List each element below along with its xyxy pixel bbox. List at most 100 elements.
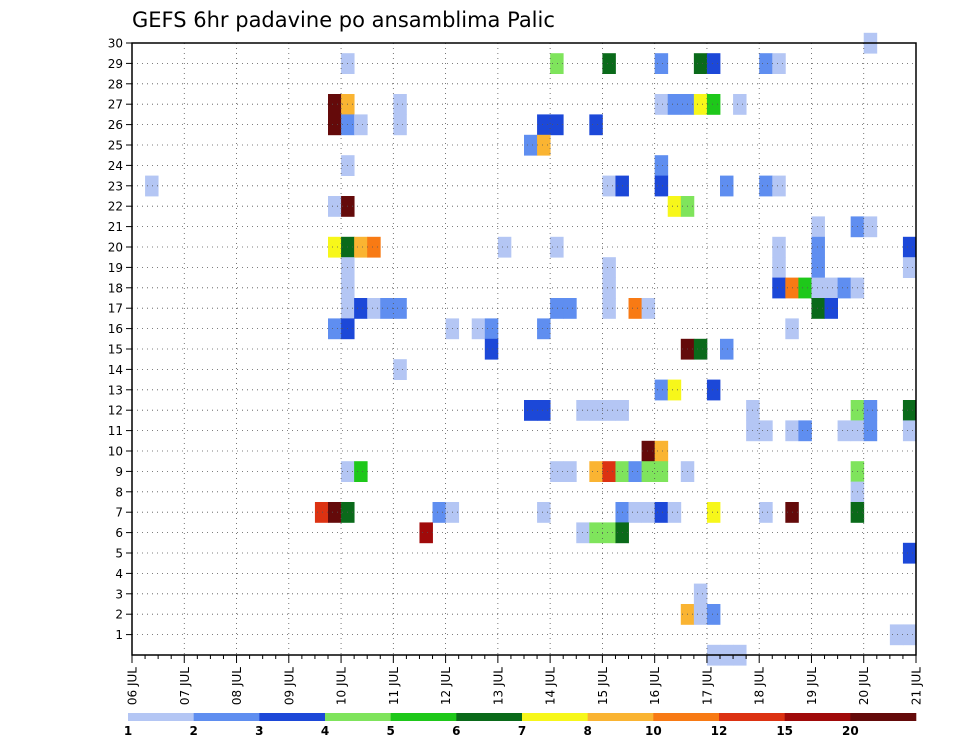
y-tick-label: 30: [108, 37, 123, 51]
colorbar-label: 20: [842, 724, 859, 738]
y-tick-label: 11: [108, 424, 123, 438]
y-tick-label: 2: [115, 608, 123, 622]
data-cell: [902, 542, 917, 564]
data-cell: [772, 236, 786, 258]
data-cell: [706, 502, 721, 523]
y-tick-label: 23: [108, 179, 123, 193]
data-cell: [654, 440, 669, 462]
data-cell: [393, 298, 407, 319]
y-tick-label: 16: [108, 322, 123, 336]
data-cell: [772, 257, 786, 278]
data-cell: [484, 338, 499, 360]
data-cell: [589, 522, 603, 544]
data-cell: [367, 236, 381, 258]
data-cell: [654, 175, 669, 197]
data-cell: [524, 400, 538, 421]
data-cell: [811, 298, 825, 319]
y-tick-label: 6: [115, 526, 123, 540]
data-cell: [837, 420, 852, 442]
colorbar-swatch: [653, 713, 720, 721]
data-cell: [889, 624, 904, 646]
data-cell: [145, 175, 159, 197]
data-cell: [354, 114, 368, 136]
data-cell: [759, 420, 773, 442]
x-tick-label: 07 JUL: [178, 667, 192, 705]
x-tick-label: 13 JUL: [491, 667, 505, 705]
y-tick-label: 19: [108, 261, 123, 275]
data-cell: [706, 94, 721, 115]
data-cell: [328, 114, 342, 136]
colorbar-swatch: [784, 713, 851, 721]
y-tick-label: 28: [108, 77, 123, 91]
x-tick-label: 09 JUL: [282, 667, 296, 705]
colorbar-label: 1: [124, 724, 132, 738]
data-cell: [693, 338, 708, 360]
data-cell: [314, 502, 329, 523]
colorbar-swatch: [193, 713, 260, 721]
data-cell: [720, 175, 734, 197]
data-cell: [602, 400, 616, 421]
x-tick-label: 10 JUL: [335, 667, 349, 705]
data-cell: [354, 461, 368, 482]
data-cell: [602, 298, 616, 319]
colorbar-label: 2: [189, 724, 197, 738]
data-cell: [641, 461, 656, 482]
data-cell: [811, 257, 825, 278]
data-cell: [589, 114, 603, 136]
data-cell: [354, 236, 368, 258]
colorbar-label: 6: [452, 724, 460, 738]
data-cell: [654, 155, 669, 176]
data-cell: [667, 196, 682, 217]
data-cell: [628, 502, 642, 523]
data-cell: [667, 502, 682, 523]
data-cell: [641, 502, 656, 523]
data-cell: [693, 583, 708, 605]
colorbar-swatch: [259, 713, 326, 721]
data-cell: [393, 94, 407, 115]
y-tick-label: 22: [108, 200, 123, 214]
data-cell: [328, 94, 342, 115]
data-cell: [863, 400, 878, 421]
x-tick-label: 20 JUL: [857, 667, 871, 705]
data-cell: [328, 318, 342, 340]
data-cell: [811, 216, 825, 238]
x-tick-label: 11 JUL: [387, 667, 401, 705]
data-cell: [537, 502, 551, 523]
data-cell: [393, 114, 407, 136]
data-cell: [550, 53, 564, 74]
x-tick-label: 06 JUL: [126, 667, 140, 705]
data-cell: [902, 257, 917, 278]
data-cell: [902, 420, 917, 442]
colorbar-label: 7: [518, 724, 526, 738]
data-cell: [811, 236, 825, 258]
y-axis: 1234567891011121314151617181920212223242…: [108, 37, 904, 659]
data-cell: [759, 53, 773, 74]
x-tick-label: 08 JUL: [230, 667, 244, 705]
data-cell: [432, 502, 446, 523]
colorbar-label: 15: [776, 724, 793, 738]
data-cell: [393, 359, 407, 380]
y-tick-label: 26: [108, 118, 123, 132]
y-tick-label: 9: [115, 465, 123, 479]
x-tick-label: 21 JUL: [910, 667, 924, 705]
data-cell: [602, 257, 616, 278]
data-cell: [602, 461, 616, 482]
data-cell: [524, 134, 538, 156]
colorbar-legend: 1 2 3 4 5 6 7 8 10 12 15 20: [124, 713, 917, 738]
y-tick-label: 12: [108, 404, 123, 418]
data-cell: [628, 461, 642, 482]
y-tick-label: 13: [108, 383, 123, 397]
data-cell: [602, 175, 616, 197]
chart-title: GEFS 6hr padavine po ansamblima Palic: [132, 8, 555, 32]
y-tick-label: 29: [108, 57, 123, 71]
y-tick-label: 4: [115, 567, 123, 581]
data-cell: [733, 94, 747, 115]
data-cell: [693, 53, 708, 74]
y-tick-label: 1: [115, 628, 123, 642]
data-cell: [628, 298, 642, 319]
y-tick-label: 14: [108, 363, 123, 377]
data-cells: [145, 32, 917, 666]
y-tick-label: 7: [115, 506, 123, 520]
data-cell: [563, 298, 577, 319]
colorbar-swatch: [456, 713, 523, 721]
